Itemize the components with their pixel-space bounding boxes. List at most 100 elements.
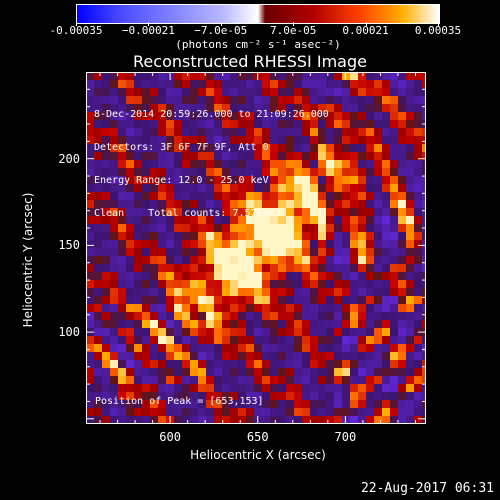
heatmap-cell [94,344,102,352]
heatmap-cell [230,352,238,360]
heatmap-cell [294,88,302,96]
heatmap-cell [262,152,270,160]
heatmap-cell [214,392,222,400]
heatmap-cell [182,80,190,88]
heatmap-cell [206,80,214,88]
heatmap-cell [334,352,342,360]
heatmap-cell [182,288,190,296]
heatmap-cell [406,328,414,336]
heatmap-cell [278,336,286,344]
heatmap-cell [238,144,246,152]
heatmap-cell [198,304,206,312]
heatmap-cell [342,336,350,344]
heatmap-cell [86,288,94,296]
heatmap-cell [190,192,198,200]
heatmap-cell [102,368,110,376]
heatmap-cell [110,128,118,136]
heatmap-cell [382,312,390,320]
heatmap-cell [94,336,102,344]
heatmap-cell [334,168,342,176]
heatmap-cell [134,400,142,408]
heatmap-cell [326,360,334,368]
heatmap-cell [262,280,270,288]
heatmap-cell [302,120,310,128]
heatmap-cell [238,192,246,200]
heatmap-cell [406,256,414,264]
heatmap-cell [310,216,318,224]
heatmap-cell [278,184,286,192]
heatmap-cell [118,168,126,176]
heatmap-cell [390,208,398,216]
heatmap-cell [342,144,350,152]
heatmap-cell [246,408,254,416]
heatmap-cell [190,384,198,392]
heatmap-cell [334,328,342,336]
y-tick-label: 200 [58,151,80,166]
heatmap-cell [94,176,102,184]
heatmap-cell [158,392,166,400]
heatmap-cell [254,192,262,200]
heatmap-cell [238,280,246,288]
heatmap-cell [382,336,390,344]
heatmap-cell [166,280,174,288]
heatmap-cell [310,296,318,304]
heatmap-cell [238,96,246,104]
heatmap-cell [350,280,358,288]
heatmap-cell [374,376,382,384]
heatmap-cell [414,72,422,80]
heatmap-cell [326,328,334,336]
heatmap-cell [310,360,318,368]
heatmap-cell [246,280,254,288]
heatmap-cell [126,392,134,400]
colorbar-tick-label: 7.0e-05 [270,24,317,37]
heatmap-cell [134,336,142,344]
heatmap-cell [230,312,238,320]
heatmap-cell [294,168,302,176]
heatmap-cell [118,304,126,312]
heatmap-cell [342,392,350,400]
heatmap-cell [358,416,366,424]
heatmap-cell [350,312,358,320]
heatmap-cell [246,304,254,312]
heatmap-cell [326,376,334,384]
heatmap-cell [134,192,142,200]
heatmap-cell [118,80,126,88]
heatmap-cell [342,200,350,208]
heatmap-cell [414,96,422,104]
heatmap-cell [246,168,254,176]
heatmap-cell [182,304,190,312]
heatmap-cell [270,144,278,152]
heatmap-cell [166,264,174,272]
annotation-line: Clean Total counts: 7.57E+03 [94,208,281,219]
heatmap-cell [374,288,382,296]
heatmap-cell [406,304,414,312]
heatmap-cell [358,112,366,120]
heatmap-cell [270,240,278,248]
heatmap-cell [342,280,350,288]
heatmap-cell [374,136,382,144]
heatmap-cell [86,112,94,120]
heatmap-cell [238,136,246,144]
heatmap-cell [246,416,254,424]
heatmap-cell [150,152,158,160]
heatmap-cell [302,392,310,400]
heatmap-cell [350,184,358,192]
heatmap-cell [374,168,382,176]
heatmap-cell [158,280,166,288]
heatmap-cell [142,208,150,216]
heatmap-cell [94,304,102,312]
heatmap-cell [86,96,94,104]
heatmap-cell [366,192,374,200]
heatmap-cell [254,176,262,184]
heatmap-cell [206,280,214,288]
heatmap-cell [406,320,414,328]
heatmap-cell [390,280,398,288]
heatmap-cell [110,160,118,168]
heatmap-cell [390,168,398,176]
heatmap-cell [318,320,326,328]
heatmap-cell [198,272,206,280]
heatmap-cell [406,368,414,376]
heatmap-cell [190,104,198,112]
colorbar-tick [220,22,222,26]
heatmap-cell [302,248,310,256]
